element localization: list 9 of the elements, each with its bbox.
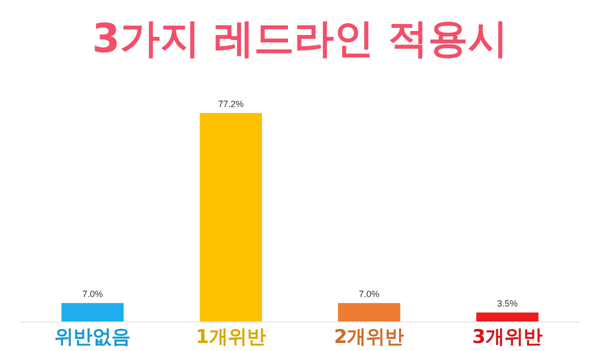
x-tick-label: 위반없음 — [54, 326, 131, 348]
data-label: 7.0% — [358, 289, 380, 300]
data-label: 3.5% — [497, 298, 518, 309]
chart-title: 3가지 레드라인 적용시 — [92, 16, 508, 62]
x-tick-label: 3개위반 — [472, 326, 543, 348]
data-label: 7.0% — [82, 289, 103, 300]
x-tick-label: 1개위반 — [196, 326, 266, 348]
x-tick-label: 2개위반 — [334, 326, 404, 348]
data-label: 77.2% — [218, 99, 244, 109]
